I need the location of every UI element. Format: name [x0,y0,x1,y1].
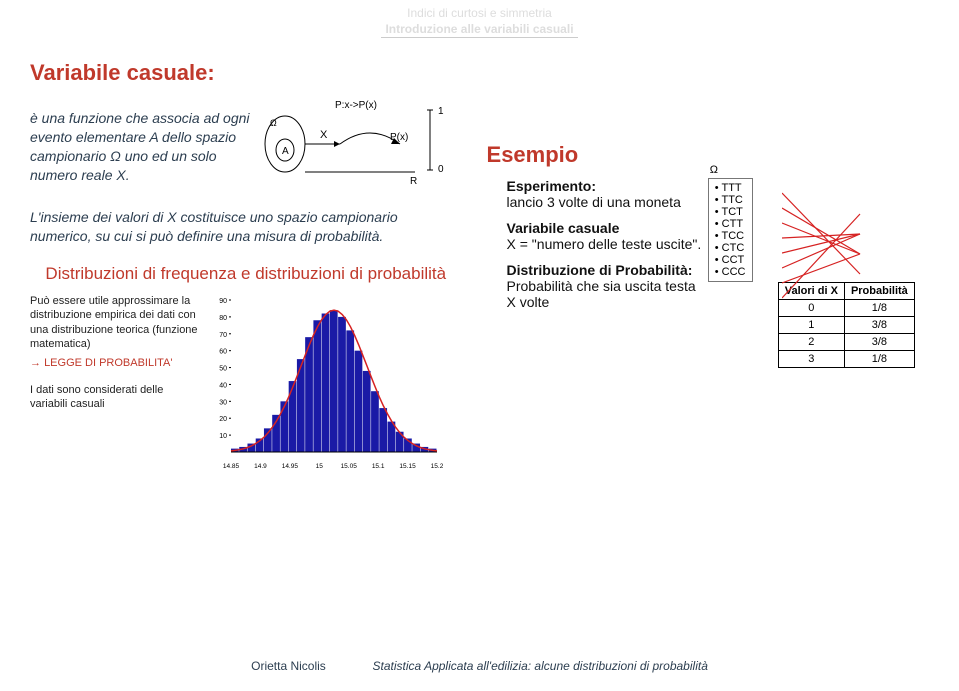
one-label: 1 [438,106,444,117]
header-line2: Introduzione alle variabili casuali [381,22,577,39]
omega-symbol: Ω [270,118,277,128]
svg-text:14.85: 14.85 [222,463,239,470]
svg-text:15.1: 15.1 [371,463,384,470]
dist-text: Probabilità che sia uscita testa X volte [507,278,696,310]
event-a: A [282,146,289,157]
svg-text:15.05: 15.05 [340,463,357,470]
svg-text:70: 70 [219,332,227,339]
distprob-block: Distribuzione di Probabilità: Probabilit… [507,262,708,310]
variable-block: Variabile casuale X = "numero delle test… [507,220,708,252]
svg-text:20: 20 [219,416,227,423]
outcome-item: CCC [715,266,746,278]
outcome-item: CCT [715,254,746,266]
table-header: Valori di X [778,283,844,300]
svg-text:15.15: 15.15 [399,463,416,470]
legge-text: LEGGE DI PROBABILITA' [44,357,172,369]
probability-table: Valori di XProbabilità01/813/823/831/8 [778,282,915,368]
table-row: 01/8 [778,300,914,317]
table-header: Probabilità [844,283,914,300]
footer-author: Orietta Nicolis [251,659,326,673]
table-row: 23/8 [778,334,914,351]
distribution-subtitle: Distribuzioni di frequenza e distribuzio… [30,264,462,284]
outcomes-box: Ω TTTTTCTCTCTTTCCCTCCCTCCC [708,178,753,282]
var-label: Variabile casuale [507,220,620,236]
svg-text:80: 80 [219,315,227,322]
data-as-rv: I dati sono considerati delle variabili … [30,383,203,412]
table-row: 13/8 [778,317,914,334]
X-label: X [320,129,328,141]
dist-label: Distribuzione di Probabilità: [507,262,693,278]
var-text: X = "numero delle teste uscite". [507,236,702,252]
slide-header: Indici di curtosi e simmetria Introduzio… [0,0,959,40]
second-paragraph: L'insieme dei valori di X costituisce un… [30,208,462,246]
experiment-block: Esperimento: lancio 3 volte di una monet… [507,178,708,210]
zero-label: 0 [438,164,444,175]
svg-text:15.2: 15.2 [430,463,442,470]
approx-text: Può essere utile approssimare la distrib… [30,294,203,351]
left-title: Variabile casuale: [30,60,462,86]
exp-label: Esperimento: [507,178,596,194]
outcome-item: TTT [715,182,746,194]
R-label: R [410,176,417,187]
map-label: P:x->P(x) [335,100,377,111]
svg-text:14.95: 14.95 [281,463,298,470]
exp-text: lancio 3 volte di una moneta [507,194,681,210]
slide-footer: Orietta Nicolis Statistica Applicata all… [0,659,959,673]
table-row: 31/8 [778,351,914,368]
svg-text:14.9: 14.9 [254,463,267,470]
mapping-diagram: Ω A X R P:x->P(x) P(x) 1 0 [260,92,460,202]
svg-text:50: 50 [219,366,227,373]
histogram-chart: 10 20 30 40 50 60 70 80 90 14.85 14.9 14.95 15 15.05 1… [203,294,443,474]
omega-label: Ω [710,164,718,176]
legge-line: → LEGGE DI PROBABILITA' [30,357,203,369]
outcome-item: CTC [715,242,746,254]
definition-text: è una funzione che associa ad ogni event… [30,109,254,185]
outcome-item: TTC [715,194,746,206]
outcome-item: TCC [715,230,746,242]
svg-text:30: 30 [219,399,227,406]
header-line1: Indici di curtosi e simmetria [0,6,959,22]
footer-course: Statistica Applicata all'edilizia: alcun… [373,659,708,673]
svg-text:90: 90 [219,298,227,305]
esempio-title: Esempio [487,142,929,168]
outcome-item: TCT [715,206,746,218]
px-label: P(x) [390,132,408,143]
svg-text:40: 40 [219,382,227,389]
svg-text:60: 60 [219,349,227,356]
svg-text:10: 10 [219,433,227,440]
svg-text:15: 15 [315,463,323,470]
outcome-item: CTT [715,218,746,230]
